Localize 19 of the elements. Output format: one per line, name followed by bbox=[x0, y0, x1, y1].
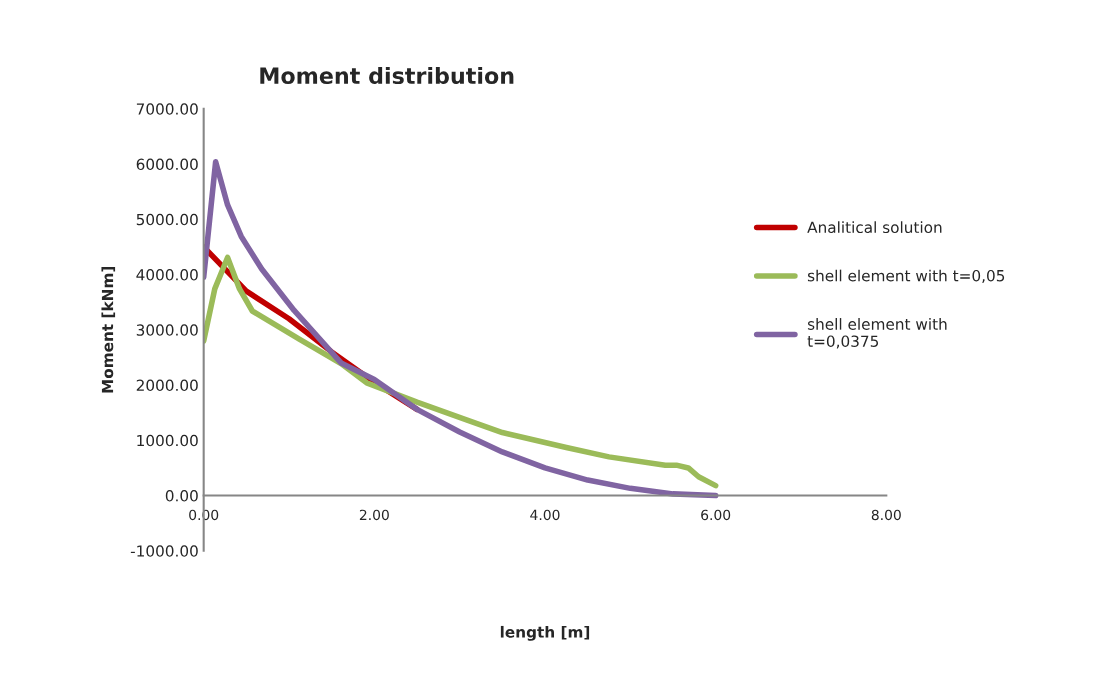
legend-label: shell element with t=0,05 bbox=[807, 269, 1005, 284]
y-tick-label: 5000.00 bbox=[136, 213, 198, 226]
y-tick-label: 0.00 bbox=[165, 490, 198, 502]
x-axis-title: length [m] bbox=[500, 625, 590, 641]
y-tick-label: 7000.00 bbox=[136, 103, 198, 115]
chart-title: Moment distribution bbox=[260, 66, 514, 85]
legend-label: shell element with t=0,0375 bbox=[807, 318, 947, 349]
y-axis-title: Moment [kNm] bbox=[101, 266, 116, 393]
x-tick-label: 6.00 bbox=[701, 509, 731, 521]
y-tick-label: 4000.00 bbox=[136, 269, 198, 281]
y-tick-label: 2000.00 bbox=[136, 379, 198, 392]
y-tick-label: 1000.00 bbox=[137, 434, 198, 447]
x-tick-label: 8.00 bbox=[871, 509, 901, 521]
y-tick-label: 3000.00 bbox=[136, 324, 198, 336]
y-tick-label: -1000.00 bbox=[130, 545, 198, 557]
x-tick-label: 4.00 bbox=[530, 509, 560, 521]
y-tick-label: 6000.00 bbox=[136, 158, 198, 171]
legend-label: Analitical solution bbox=[807, 221, 942, 234]
x-tick-label: 2.00 bbox=[359, 509, 389, 521]
